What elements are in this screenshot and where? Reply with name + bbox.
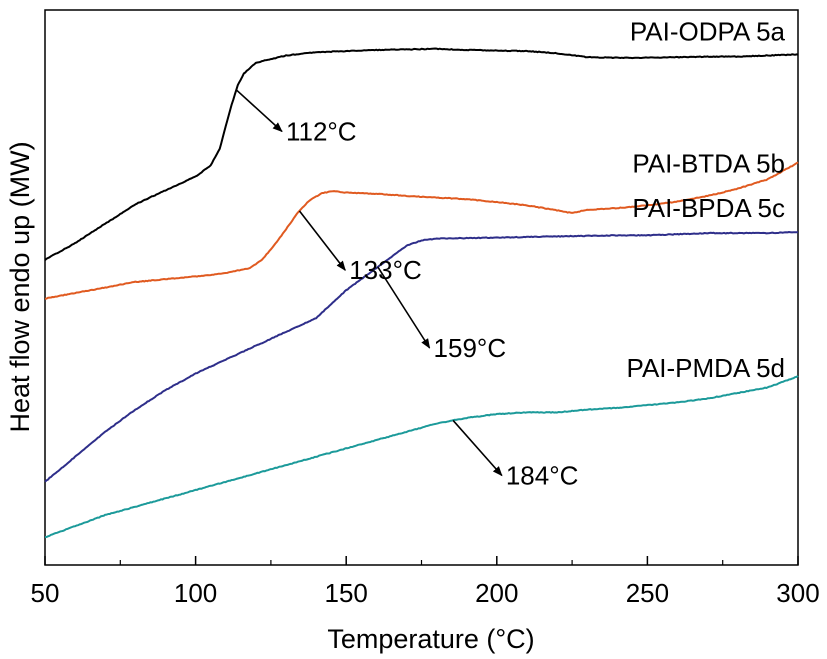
- annotation-arrow: [377, 266, 431, 349]
- x-tick-label: 200: [475, 578, 518, 608]
- x-tick-label: 300: [776, 578, 819, 608]
- series-layer: PAI-ODPA 5a PAI-BTDA 5b PAI-BPDA 5c PAI-PMD…: [44, 17, 799, 538]
- series-label-pai-odpa-5a: PAI-ODPA 5a: [630, 17, 786, 47]
- plot-frame: [44, 9, 799, 566]
- series-line-pai-pmda-5d: [45, 375, 799, 538]
- annotation-label: 159°C: [434, 333, 507, 363]
- x-tick-label: 50: [31, 578, 60, 608]
- annotation-label: 133°C: [349, 255, 422, 285]
- series-label-pai-bpda-5c: PAI-BPDA 5c: [632, 193, 785, 223]
- series-line-pai-odpa-5a: [44, 47, 799, 261]
- x-tick-label: 250: [626, 578, 669, 608]
- series-line-pai-btda-5b: [44, 161, 799, 300]
- annotation-label: 112°C: [286, 116, 357, 146]
- x-axis-title: Temperature (°C): [327, 624, 534, 654]
- series-label-pai-pmda-5d: PAI-PMDA 5d: [627, 353, 785, 383]
- series-label-pai-btda-5b: PAI-BTDA 5b: [632, 149, 785, 179]
- series-line-pai-bpda-5c: [44, 231, 799, 483]
- x-tick-label: 150: [325, 578, 368, 608]
- annotation-label: 184°C: [506, 461, 579, 491]
- annotation-layer: 112°C 133°C 159°C 184°C: [235, 89, 579, 491]
- annotation-arrow: [452, 419, 503, 477]
- annotation-arrow: [298, 210, 346, 271]
- x-tick-label: 100: [174, 578, 217, 608]
- annotation-arrow: [235, 89, 283, 133]
- x-axis: 50 100 150 200 250 300: [31, 556, 820, 608]
- y-axis-title: Heat flow endo up (MW): [5, 141, 35, 432]
